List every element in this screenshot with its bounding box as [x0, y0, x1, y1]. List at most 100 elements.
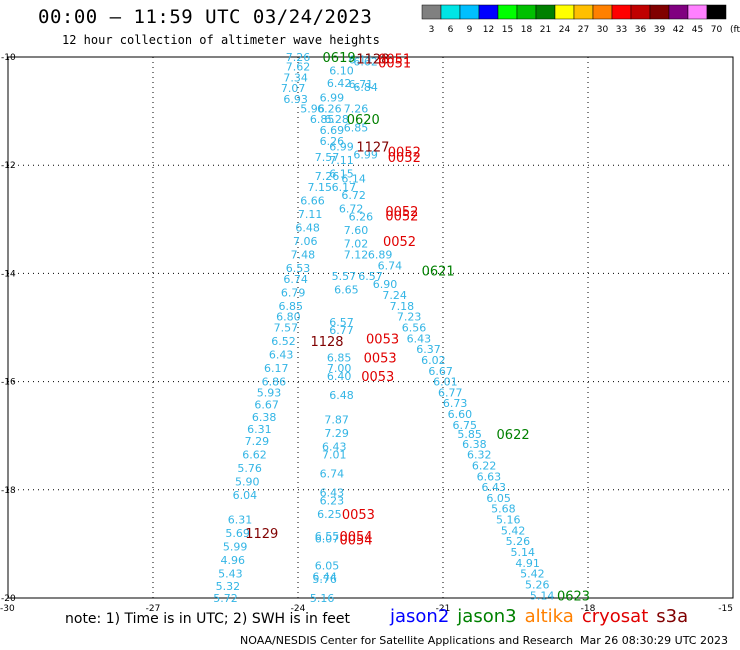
wave-height-label: 6.71	[349, 78, 374, 91]
wave-height-label: 4.91	[515, 557, 540, 570]
wave-height-label: 6.15	[329, 167, 354, 180]
wave-height-label: 7.26	[315, 170, 340, 183]
pass-time-label: 0052	[385, 210, 418, 225]
wave-height-label: 6.52	[271, 335, 296, 348]
wave-height-label: 6.74	[283, 273, 308, 286]
pass-time-label: 0053	[366, 332, 399, 347]
wave-height-label: 6.66	[300, 194, 325, 207]
wave-height-label: 6.99	[320, 92, 345, 105]
wave-height-label: 6.28	[324, 113, 349, 126]
wave-height-label: 7.02	[344, 238, 369, 251]
lon-label: -27	[146, 604, 161, 614]
wave-height-label: 6.65	[334, 284, 359, 297]
pass-time-label: 0054	[339, 530, 372, 545]
scale-swatch	[554, 4, 575, 20]
pass-time-label: 0051	[378, 56, 411, 71]
wave-height-label: 6.99	[329, 140, 354, 153]
wave-height-label: 7.62	[286, 61, 311, 74]
wave-height-label: 6.38	[462, 438, 487, 451]
wave-height-label: 6.74	[320, 468, 345, 481]
wave-height-label: 6.25	[317, 508, 342, 521]
pass-time-label: 0620	[347, 113, 380, 128]
scale-label: 18	[521, 25, 533, 35]
scale-unit: (ft)	[730, 25, 740, 35]
lat-label: -14	[1, 269, 16, 279]
wave-height-label: 6.07	[315, 532, 340, 545]
pass-time-label: 1128	[356, 53, 389, 68]
wave-height-label: 7.60	[344, 224, 369, 237]
wave-height-label: 6.60	[448, 408, 473, 421]
wave-height-label: 6.69	[320, 124, 345, 137]
wave-height-label: 6.26	[320, 135, 345, 148]
scale-label: 9	[467, 25, 473, 35]
wave-height-label: 6.02	[421, 354, 446, 367]
pass-time-label: 0052	[388, 151, 421, 166]
wave-height-label: 6.85	[279, 300, 304, 313]
wave-height-label: 6.77	[438, 386, 463, 399]
wave-height-label: 6.79	[281, 286, 306, 299]
wave-height-label: 7.00	[327, 362, 352, 375]
satellite-legend: jason2 jason3 altika cryosat s3a	[390, 606, 696, 627]
wave-height-label: 6.31	[247, 423, 272, 436]
wave-height-label: 6.04	[233, 489, 258, 502]
map-frame	[7, 56, 734, 599]
wave-height-label: 6.85	[344, 121, 369, 134]
wave-height-label: 6.86	[262, 376, 287, 389]
wave-height-label: 6.01	[433, 376, 458, 389]
timestamp-text: Mar 26 08:30:29 UTC 2023	[580, 634, 728, 647]
scale-swatch	[497, 4, 518, 20]
wave-height-label: 5.14	[511, 546, 536, 559]
wave-height-label: 6.38	[252, 411, 277, 424]
wave-height-label: 6.90	[373, 278, 398, 291]
scale-label: 70	[711, 25, 723, 35]
lon-label: -18	[581, 604, 596, 614]
wave-height-label: 7.87	[324, 413, 349, 426]
scale-swatch	[592, 4, 613, 20]
pass-time-label: 0053	[361, 370, 394, 385]
wave-height-label: 5.42	[501, 524, 526, 537]
wave-height-label: 6.63	[477, 470, 502, 483]
wave-height-label: 7.57	[315, 151, 340, 164]
wave-height-label: 6.05	[315, 560, 340, 573]
wave-height-label: 5.16	[310, 592, 335, 605]
wave-height-label: 6.75	[453, 419, 478, 432]
footnote: note: 1) Time is in UTC; 2) SWH is in fe…	[65, 611, 351, 627]
wave-height-label: 6.77	[329, 324, 354, 337]
wave-height-label: 6.84	[353, 81, 378, 94]
lon-label: -24	[291, 604, 306, 614]
wave-height-label: 6.73	[443, 397, 468, 410]
wave-height-label: 7.26	[344, 102, 369, 115]
wave-height-label: 7.57	[274, 322, 299, 335]
pass-time-label: 1128	[310, 335, 343, 350]
pass-time-label: 0052	[383, 235, 416, 250]
wave-height-label: 5.96	[300, 102, 325, 115]
lat-label: -12	[1, 161, 16, 171]
wave-height-label: 6.99	[353, 148, 378, 161]
wave-height-label: 6.53	[286, 262, 311, 275]
wave-height-label: 6.62	[353, 55, 378, 68]
pass-time-label: 0619	[323, 51, 356, 66]
wave-height-label: 6.74	[378, 259, 403, 272]
wave-height-label: 6.57	[358, 270, 383, 283]
pass-time-label: 0053	[364, 351, 397, 366]
wave-height-label: 6.85	[310, 113, 335, 126]
scale-swatch	[649, 4, 670, 20]
wave-height-label: 5.93	[257, 386, 282, 399]
scale-swatch	[478, 4, 499, 20]
wave-height-label: 7.18	[390, 300, 415, 313]
satellite-altika: altika	[524, 606, 574, 627]
wave-height-label: 6.43	[320, 487, 345, 500]
satellite-s3a: s3a	[656, 606, 689, 627]
scale-swatch	[573, 4, 594, 20]
wave-height-label: 6.17	[264, 362, 289, 375]
scale-swatch	[706, 4, 727, 20]
wave-height-label: 6.72	[341, 189, 366, 202]
lon-label: -30	[0, 604, 15, 614]
scale-swatch	[687, 4, 708, 20]
wave-height-label: 6.80	[276, 311, 301, 324]
wave-height-label: 7.29	[324, 427, 349, 440]
scale-label: 45	[692, 25, 703, 35]
lat-label: -10	[1, 53, 16, 63]
scale-swatch	[630, 4, 651, 20]
